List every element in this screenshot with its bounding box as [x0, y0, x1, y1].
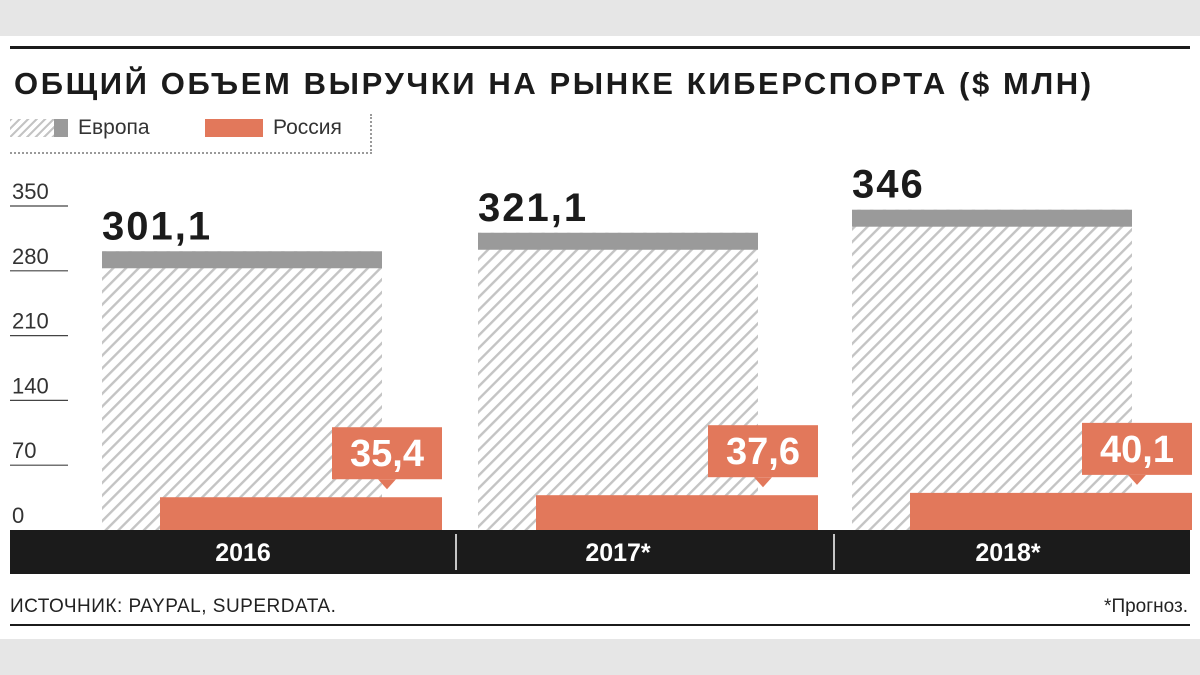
y-tick-label: 0	[12, 503, 24, 528]
chart-title: ОБЩИЙ ОБЪЕМ ВЫРУЧКИ НА РЫНКЕ КИБЕРСПОРТА…	[14, 66, 1094, 101]
y-tick-label: 70	[12, 438, 36, 463]
russia-callout-pointer	[754, 477, 772, 488]
legend-label-europe: Европа	[78, 116, 150, 139]
russia-value-label: 37,6	[726, 431, 800, 473]
category-label: 2017*	[585, 539, 651, 567]
russia-callout-pointer	[378, 479, 396, 490]
bottom-rule	[10, 624, 1190, 626]
europe-bar	[852, 209, 1132, 530]
bar-chart: 0 70 140 210 280 350 301,1 35,4 2016 321,1 37,6 201…	[10, 163, 1192, 574]
europe-value-label: 346	[852, 163, 925, 207]
europe-value-label: 321,1	[478, 186, 588, 230]
y-tick-label: 350	[12, 179, 49, 204]
forecast-note: *Прогноз.	[1104, 596, 1188, 617]
europe-value-label: 301,1	[102, 204, 212, 248]
russia-callout	[332, 427, 442, 480]
chart-card: ОБЩИЙ ОБЪЕМ ВЫРУЧКИ НА РЫНКЕ КИБЕРСПОРТА…	[0, 36, 1200, 639]
legend: Европа Россия	[10, 114, 372, 154]
category-label: 2016	[215, 539, 271, 567]
legend-swatch-russia	[205, 119, 263, 137]
legend-item-russia: Россия	[205, 116, 342, 140]
top-rule	[10, 46, 1190, 49]
category-band	[10, 530, 1190, 574]
russia-bar	[910, 492, 1192, 530]
legend-swatch-europe	[10, 119, 68, 137]
russia-callout	[708, 425, 818, 478]
russia-bar	[536, 495, 818, 530]
legend-item-europe: Европа	[10, 116, 150, 140]
russia-callout-pointer	[1128, 474, 1146, 485]
russia-bar	[160, 497, 442, 530]
europe-bar-cap	[102, 251, 382, 269]
y-tick-label: 280	[12, 244, 49, 269]
europe-bar	[102, 251, 382, 530]
russia-value-label: 35,4	[350, 433, 424, 475]
y-tick-label: 210	[12, 309, 49, 334]
legend-label-russia: Россия	[273, 116, 342, 139]
europe-bar-cap	[478, 232, 758, 250]
category-label: 2018*	[975, 539, 1041, 567]
source-text: ИСТОЧНИК: PAYPAL, SUPERDATA.	[10, 596, 337, 617]
europe-bar-cap	[852, 209, 1132, 227]
europe-bar	[478, 232, 758, 530]
y-tick-label: 140	[12, 373, 49, 398]
russia-value-label: 40,1	[1100, 429, 1174, 471]
russia-callout	[1082, 422, 1192, 475]
